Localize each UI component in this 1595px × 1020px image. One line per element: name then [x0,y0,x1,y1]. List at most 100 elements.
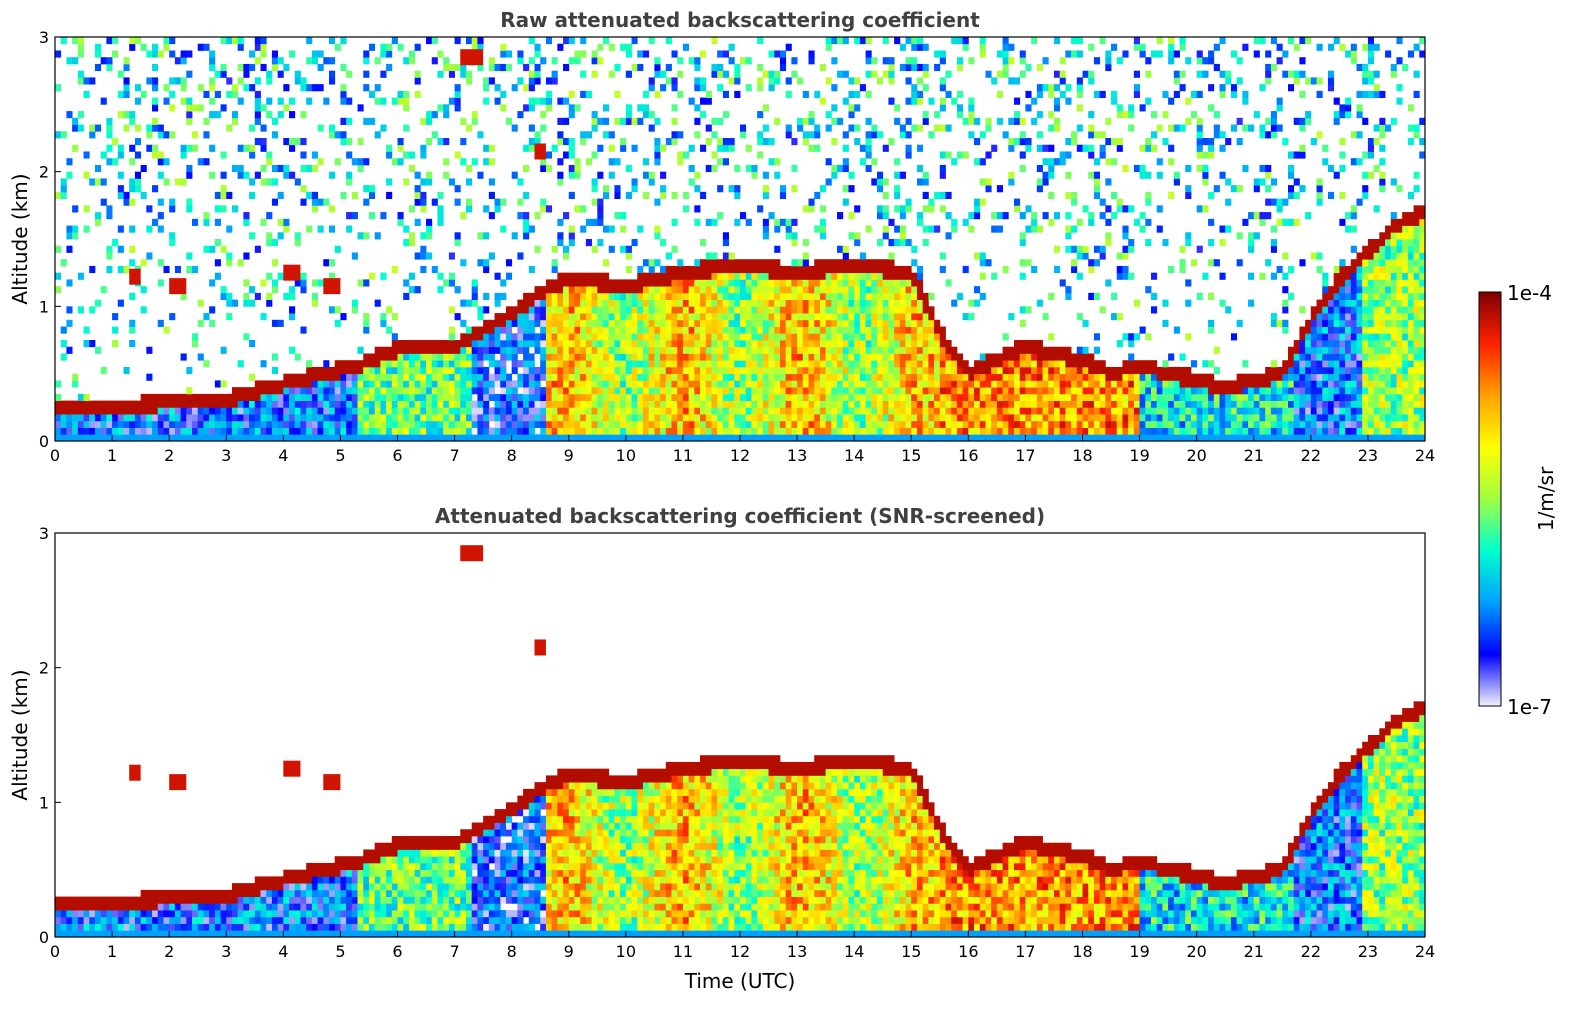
heatmap-cell [928,420,935,428]
heatmap-cell [557,319,564,327]
heatmap-cell [431,265,438,274]
heatmap-cell [854,400,861,408]
heatmap-cell [916,407,924,415]
heatmap-cell [129,400,136,408]
heatmap-cell [642,360,650,368]
heatmap-cell [426,380,433,388]
heatmap-cell [391,333,398,341]
heatmap-cell [945,387,952,395]
heatmap-cell [877,239,884,247]
heatmap-cell [819,333,827,341]
heatmap-cell [979,434,986,442]
heatmap-cell [380,380,387,388]
heatmap-cell [899,265,906,274]
heatmap-cell [214,90,221,98]
heatmap-cell [140,306,147,314]
heatmap-cell [471,117,478,125]
heatmap-cell [871,353,878,361]
heatmap-cell [1059,414,1066,422]
heatmap-cell [363,232,370,240]
heatmap-cell [717,400,724,408]
heatmap-cell [625,333,632,341]
heatmap-cell [317,380,324,388]
heatmap-cell [146,393,153,401]
heatmap-cell [996,373,1003,381]
heatmap-cell [894,319,901,327]
heatmap-cell [403,57,410,65]
heatmap-cell [956,151,964,159]
heatmap-cell [1059,353,1066,361]
heatmap-cell [1076,252,1083,260]
heatmap-cell [83,205,90,213]
heatmap-cell [1116,265,1123,274]
heatmap-cell [534,43,541,51]
heatmap-cell [1128,427,1135,435]
heatmap-cell [808,380,815,388]
heatmap-cell [460,360,467,368]
heatmap-cell [905,407,912,415]
heatmap-cell [996,90,1003,98]
heatmap-cell [842,164,849,173]
heatmap-cell [1122,434,1129,442]
heatmap-cell [848,185,855,193]
heatmap-cell [1008,353,1015,361]
heatmap-cell [1082,420,1089,428]
heatmap-cell [911,340,918,348]
heatmap-cell [55,245,62,253]
heatmap-cell [271,286,279,294]
heatmap-cell [1105,414,1112,422]
heatmap-cell [311,205,318,213]
heatmap-cell [134,420,142,428]
heatmap-cell [368,272,376,280]
heatmap-cell [300,400,307,408]
heatmap-cell [991,393,998,401]
heatmap-cell [163,265,170,274]
heatmap-cell [854,420,861,428]
heatmap-cell [996,420,1003,428]
heatmap-cell [237,144,244,152]
heatmap-cell [231,117,239,125]
heatmap-cell [477,37,484,45]
heatmap-cell [751,265,758,274]
heatmap-cell [597,205,604,213]
heatmap-cell [334,306,341,314]
heatmap-cell [1111,212,1118,220]
heatmap-cell [625,50,632,58]
heatmap-cell [89,178,96,186]
heatmap-cell [603,346,610,354]
heatmap-cell [905,387,912,395]
heatmap-cell [237,393,244,401]
heatmap-cell [637,50,644,58]
heatmap-cell [1076,434,1083,442]
heatmap-cell [574,319,581,327]
heatmap-cell [243,400,250,408]
heatmap-cell [642,400,650,408]
heatmap-cell [551,407,558,415]
heatmap-cell [311,198,318,206]
heatmap-cell [916,63,924,72]
heatmap-cell [568,387,575,395]
heatmap-cell [848,366,855,375]
heatmap-cell [329,70,336,78]
heatmap-cell [700,353,707,361]
heatmap-cell [797,286,804,294]
heatmap-cell [266,427,273,435]
heatmap-cell [1099,252,1106,260]
heatmap-cell [1065,353,1072,361]
heatmap-cell [625,380,632,388]
heatmap-cell [956,387,964,395]
heatmap-cell [523,420,530,428]
heatmap-cell [802,306,809,314]
heatmap-cell [340,84,347,92]
heatmap-cell [511,380,518,388]
heatmap-cell [557,420,564,428]
heatmap-cell [819,259,827,267]
heatmap-cell [802,340,809,348]
heatmap-cell [819,360,827,368]
heatmap-cell [574,414,581,422]
heatmap-cell [466,380,473,388]
heatmap-cell [831,326,838,334]
heatmap-cell [1002,427,1009,435]
heatmap-cell [717,212,724,220]
heatmap-cell [397,90,404,98]
